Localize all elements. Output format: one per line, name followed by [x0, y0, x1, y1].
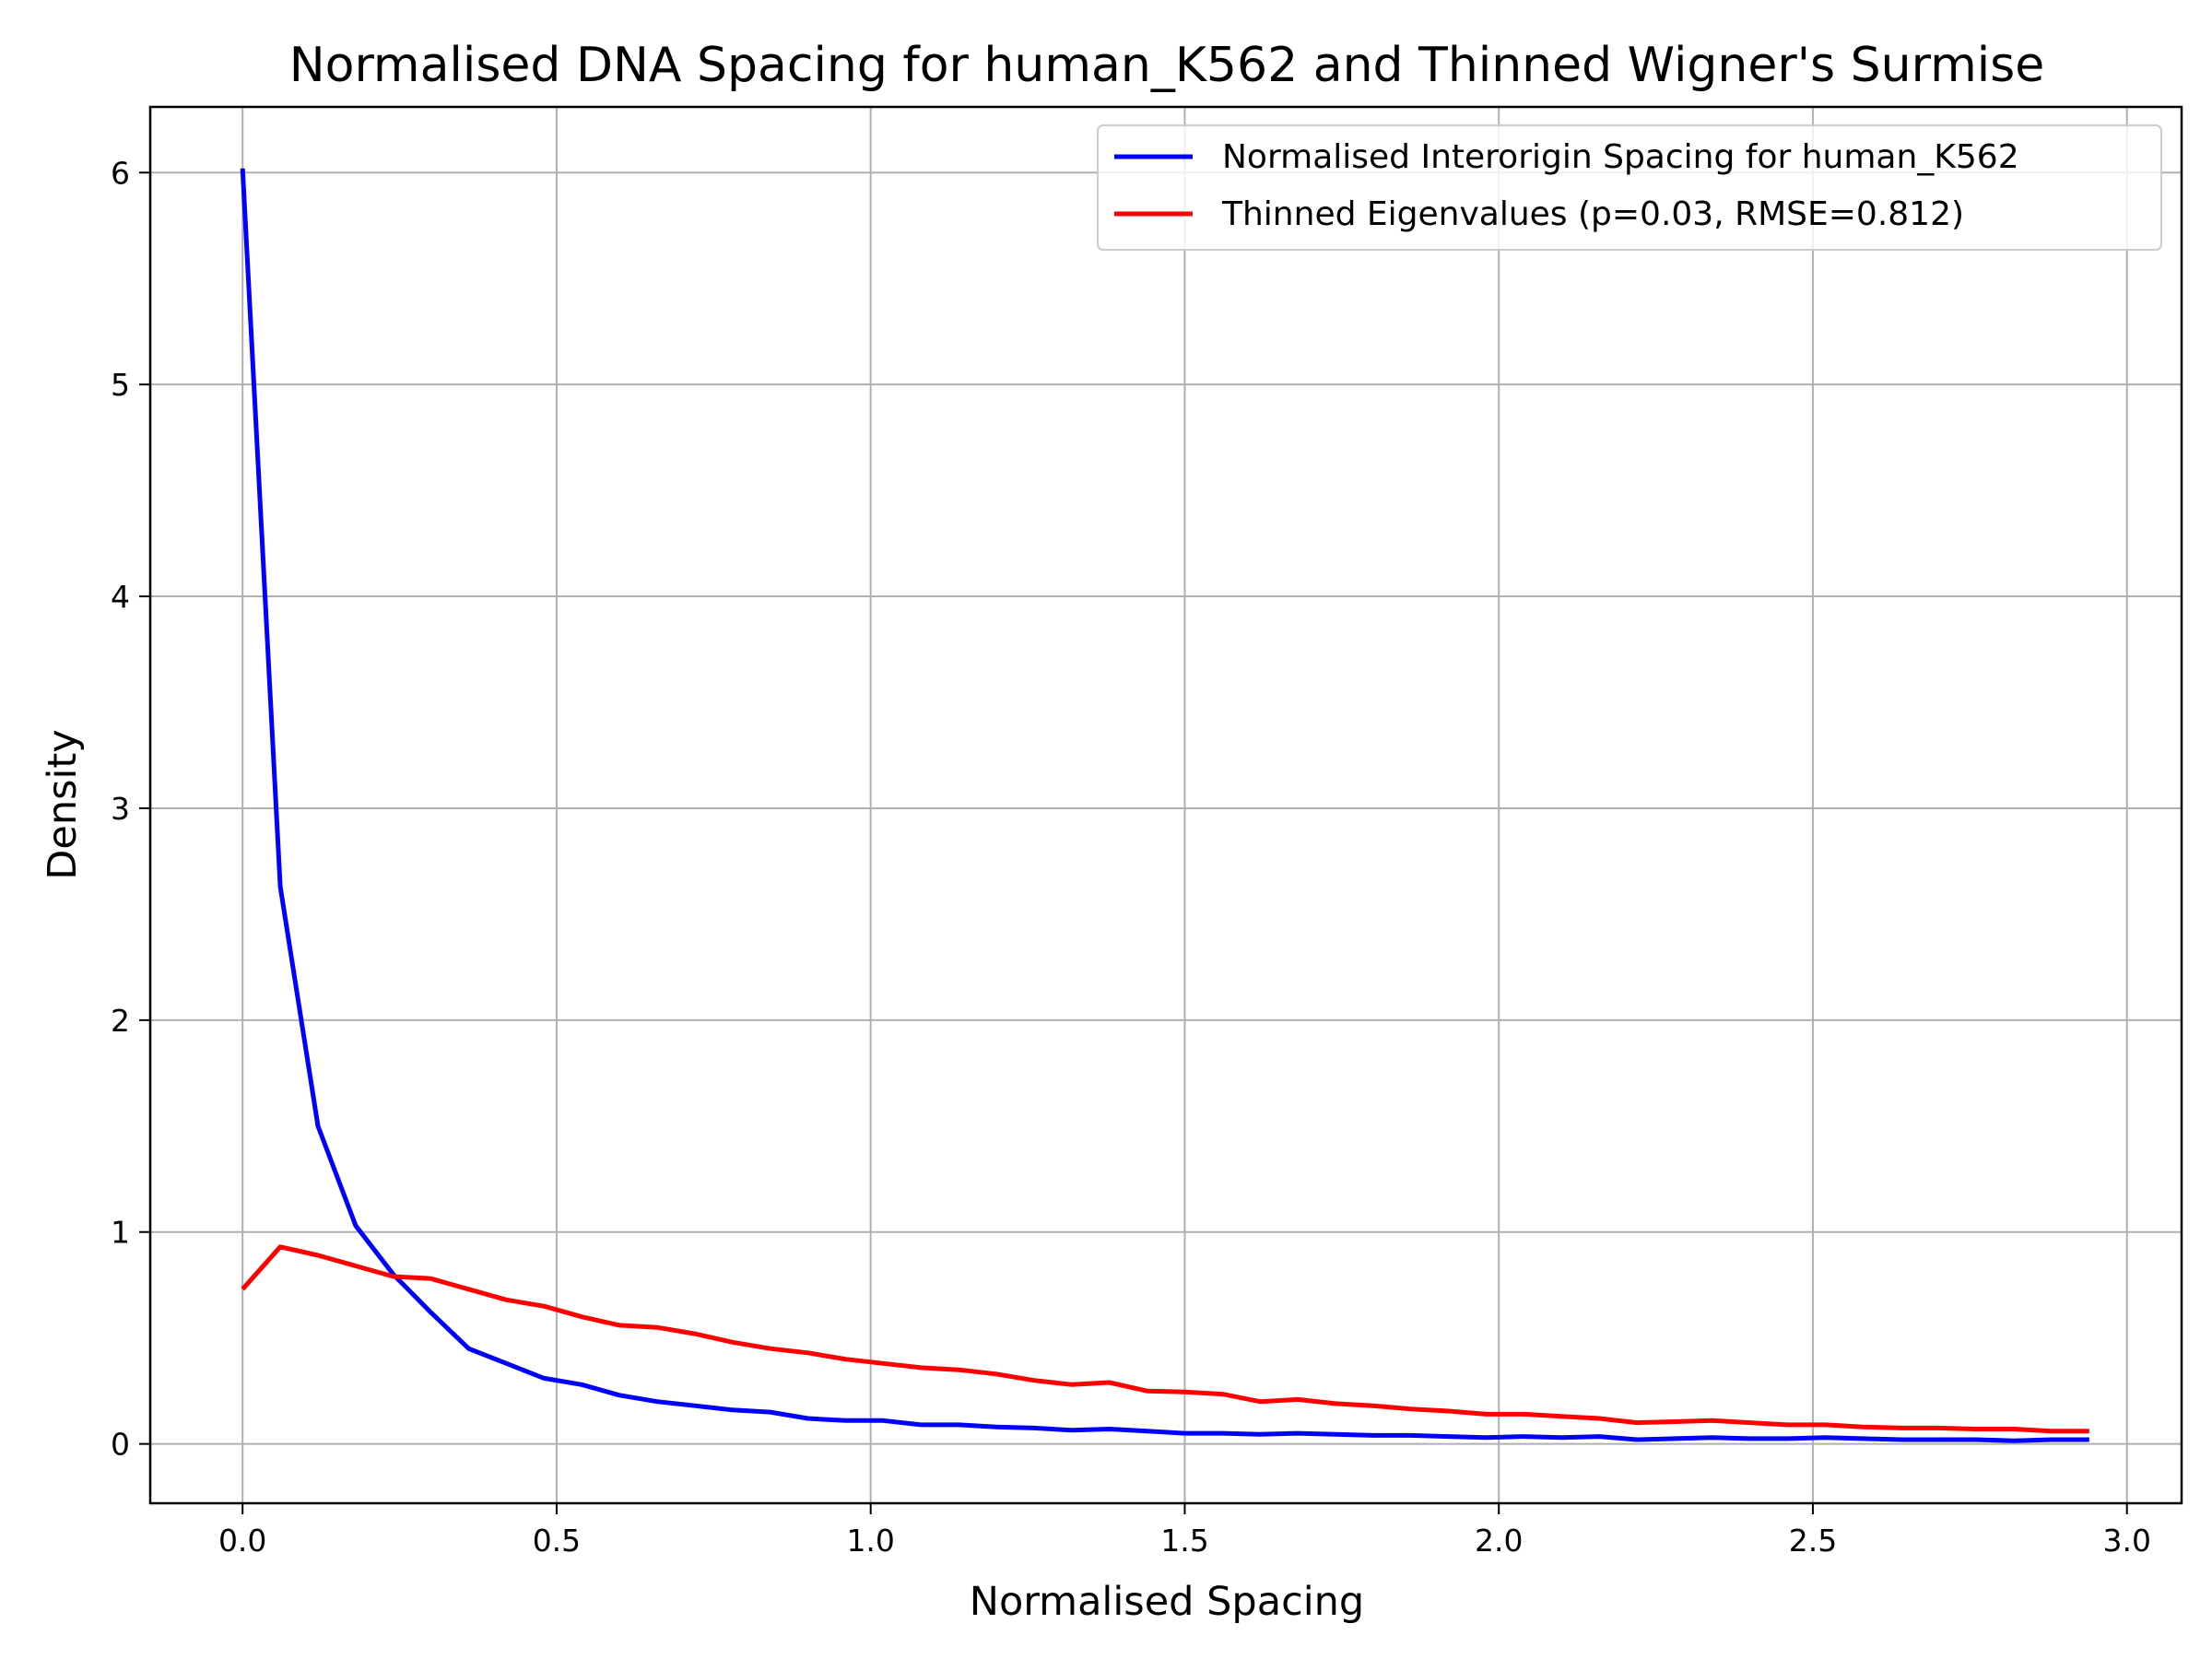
x-axis-label: Normalised Spacing: [970, 1579, 1364, 1625]
series-line-1: [241, 1244, 2089, 1434]
x-tick-label: 3.0: [2102, 1523, 2150, 1559]
y-tick-label: 4: [111, 579, 130, 615]
data-series: [240, 168, 2089, 1443]
y-tick-label: 6: [111, 155, 130, 191]
y-tick-label: 0: [111, 1427, 130, 1463]
y-tick-label: 3: [111, 791, 130, 827]
x-tick-label: 1.5: [1160, 1523, 1208, 1559]
series-line-0: [240, 168, 2089, 1443]
plot-frame: [148, 105, 2183, 1505]
y-tick-label: 1: [111, 1215, 130, 1251]
x-tick-label: 1.0: [846, 1523, 894, 1559]
legend-box: [1097, 124, 2162, 251]
legend-label-thinned-eigenvalues: Thinned Eigenvalues (p=0.03, RMSE=0.812): [1221, 195, 1964, 233]
chart-title: Normalised DNA Spacing for human_K562 an…: [289, 38, 2045, 93]
x-tick-label: 2.0: [1475, 1523, 1523, 1559]
legend-label-interorigin-spacing: Normalised Interorigin Spacing for human…: [1222, 138, 2019, 176]
x-tick-label: 0.5: [533, 1523, 581, 1559]
y-tick-label: 2: [111, 1003, 130, 1039]
y-axis-label: Density: [40, 729, 86, 879]
x-tick-label: 0.0: [218, 1523, 266, 1559]
y-tick-label: 5: [111, 367, 130, 403]
x-tick-label: 2.5: [1789, 1523, 1837, 1559]
axis-ticks: 0.0 0.5 1.0 1.5 2.0 2.5 3.0 0 1 2 3 4 5 6: [111, 155, 2151, 1559]
legend: Normalised Interorigin Spacing for human…: [1097, 124, 2162, 251]
